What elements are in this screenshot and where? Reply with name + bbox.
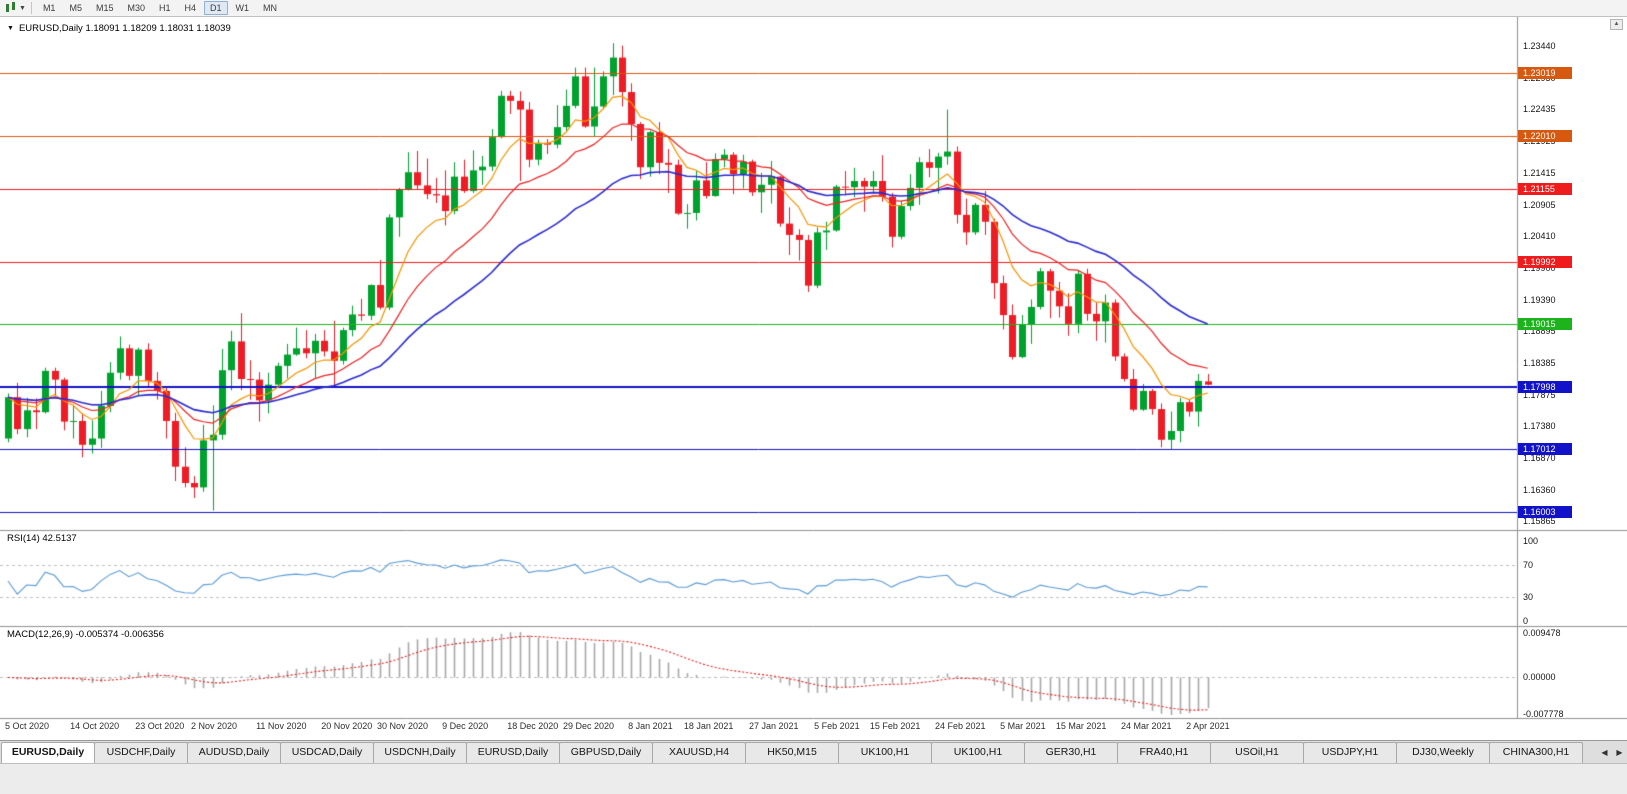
chart-scroll-up-button[interactable]: ▲ <box>1610 19 1623 30</box>
timeframe-button-m30[interactable]: M30 <box>127 3 145 13</box>
price-scale-tick: 1.23440 <box>1523 41 1556 52</box>
chart-title-row: ▼ EURUSD,Daily 1.18091 1.18209 1.18031 1… <box>7 23 231 34</box>
timeframe-buttons-group: M1 M5 M15 M30 H1 H4 D1 W1 MN <box>37 1 283 15</box>
price-scale-tick: 1.20410 <box>1523 231 1556 242</box>
chart-tab[interactable]: USDCNH,Daily <box>373 742 467 763</box>
macd-scale-tick: 0.009478 <box>1523 628 1561 638</box>
hline-price-badge: 1.17012 <box>1518 443 1572 456</box>
time-axis-label: 30 Nov 2020 <box>377 721 429 731</box>
tab-scroll-right-button[interactable]: ▶ <box>1616 748 1623 757</box>
macd-scale-tick: -0.007778 <box>1523 709 1564 719</box>
price-scale-tick: 1.16360 <box>1523 484 1556 495</box>
time-axis-label: 24 Feb 2021 <box>935 721 986 731</box>
chart-tab[interactable]: USOil,H1 <box>1210 742 1304 763</box>
time-axis-label: 5 Feb 2021 <box>814 721 860 731</box>
chart-tab[interactable]: FRA40,H1 <box>1117 742 1211 763</box>
hline-price-badge: 1.19015 <box>1518 317 1572 330</box>
rsi-scale-tick: 100 <box>1523 536 1539 546</box>
chart-tab[interactable]: USDCAD,Daily <box>280 742 374 763</box>
chart-tab[interactable]: GER30,H1 <box>1024 742 1118 763</box>
hline-price-badge: 1.19992 <box>1518 256 1572 269</box>
chart-tab[interactable]: UK100,H1 <box>838 742 932 763</box>
chart-tab[interactable]: USDCHF,Daily <box>94 742 188 763</box>
hline-price-badge: 1.16003 <box>1518 506 1572 519</box>
chart-tab[interactable]: USDJPY,H1 <box>1303 742 1397 763</box>
chart-tab[interactable]: HK50,M15 <box>745 742 839 763</box>
rsi-scale-tick: 0 <box>1523 616 1529 626</box>
time-axis-label: 14 Oct 2020 <box>70 721 120 731</box>
timeframe-button-d1[interactable]: D1 <box>204 1 228 15</box>
time-axis-label: 29 Dec 2020 <box>563 721 615 731</box>
price-scale-tick: 1.18895 <box>1523 326 1556 337</box>
timeframe-button-m15[interactable]: M15 <box>95 3 114 13</box>
chart-tab[interactable]: CHINA300,H1 <box>1489 742 1583 763</box>
time-axis-label: 15 Mar 2021 <box>1055 721 1107 731</box>
timeframe-button-m1[interactable]: M1 <box>42 3 56 13</box>
time-axis-label: 5 Oct 2020 <box>5 721 50 731</box>
price-scale-tick: 1.19390 <box>1523 295 1556 306</box>
hline-price-badge: 1.23019 <box>1518 66 1572 79</box>
time-axis-label: 27 Jan 2021 <box>749 721 799 731</box>
price-scale-tick: 1.15865 <box>1523 515 1556 526</box>
price-scale-tick: 1.21415 <box>1523 168 1556 179</box>
time-axis-label: 18 Jan 2021 <box>683 721 734 731</box>
timeframe-button-mn[interactable]: MN <box>263 3 278 13</box>
collapse-indicator-icon[interactable]: ▼ <box>7 25 14 32</box>
price-scale-tick: 1.17380 <box>1523 420 1556 431</box>
time-axis-label: 20 Nov 2020 <box>321 721 373 731</box>
timeframe-button-h1[interactable]: H1 <box>159 3 171 13</box>
chart-tab[interactable]: AUDUSD,Daily <box>187 742 281 763</box>
time-axis-label: 24 Mar 2021 <box>1121 721 1172 731</box>
time-axis-label: 23 Oct 2020 <box>135 721 185 731</box>
time-axis-label: 11 Nov 2020 <box>256 721 307 731</box>
price-chart-canvas[interactable] <box>0 17 1627 737</box>
time-axis-label: 5 Mar 2021 <box>1000 721 1046 731</box>
candlestick-chart-type-icon[interactable] <box>4 2 18 14</box>
time-axis-label: 2 Nov 2020 <box>191 721 238 731</box>
chart-tab[interactable]: GBPUSD,Daily <box>559 742 653 763</box>
timeframe-button-m5[interactable]: M5 <box>69 3 82 13</box>
chart-tab[interactable]: EURUSD,Daily <box>1 742 95 763</box>
time-axis-label: 2 Apr 2021 <box>1186 721 1230 731</box>
price-scale-tick: 1.20905 <box>1523 200 1556 211</box>
rsi-indicator-label: RSI(14) 42.5137 <box>7 533 77 544</box>
price-scale-tick: 1.22435 <box>1523 104 1556 115</box>
macd-indicator-label: MACD(12,26,9) -0.005374 -0.006356 <box>7 629 164 640</box>
macd-scale-tick: 0.00000 <box>1523 672 1556 683</box>
chart-tab[interactable]: UK100,H1 <box>931 742 1025 763</box>
hline-price-badge: 1.17998 <box>1518 381 1572 394</box>
time-axis-label: 8 Jan 2021 <box>628 721 673 731</box>
chart-title: EURUSD,Daily 1.18091 1.18209 1.18031 1.1… <box>18 23 231 34</box>
time-axis-label: 15 Feb 2021 <box>869 721 921 731</box>
chart-tabs: EURUSD,Daily USDCHF,Daily AUDUSD,Daily USDC… <box>0 742 1597 763</box>
rsi-scale-tick: 70 <box>1523 560 1534 570</box>
rsi-scale-tick: 30 <box>1523 592 1534 602</box>
status-bar <box>0 763 1627 794</box>
toolbar-separator <box>30 2 32 14</box>
chart-type-dropdown-caret-icon[interactable]: ▼ <box>19 4 26 12</box>
time-axis-label: 9 Dec 2020 <box>442 721 489 731</box>
timeframe-button-w1[interactable]: W1 <box>235 3 250 13</box>
time-axis-label: 18 Dec 2020 <box>507 721 559 731</box>
timeframe-toolbar: ▼ M1 M5 M15 M30 H1 H4 D1 W1 MN <box>0 0 1627 17</box>
chart-tabs-bar: EURUSD,Daily USDCHF,Daily AUDUSD,Daily USDC… <box>0 740 1627 763</box>
price-scale-tick: 1.18385 <box>1523 358 1556 369</box>
chart-tab[interactable]: XAUUSD,H4 <box>652 742 746 763</box>
hline-price-badge: 1.22010 <box>1518 129 1572 142</box>
chart-tab[interactable]: EURUSD,Daily <box>466 742 560 763</box>
tab-scroll-left-button[interactable]: ◀ <box>1601 748 1608 757</box>
timeframe-button-h4[interactable]: H4 <box>184 3 197 13</box>
chart-tab[interactable]: DJ30,Weekly <box>1396 742 1490 763</box>
hline-price-badge: 1.21155 <box>1518 183 1572 196</box>
price-scale-tick: 1.16870 <box>1523 452 1556 463</box>
price-scale-tick: 1.17875 <box>1523 389 1556 400</box>
